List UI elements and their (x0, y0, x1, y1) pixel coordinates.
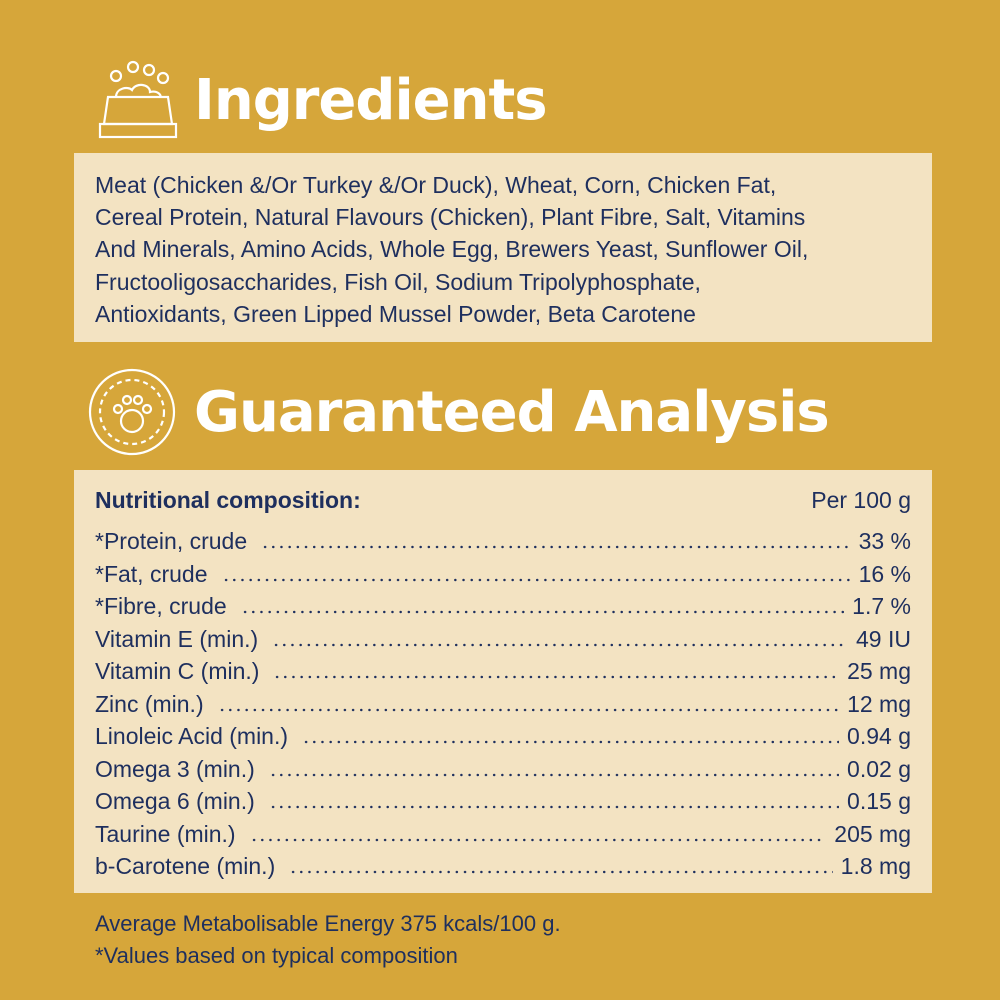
typical-values-note: *Values based on typical composition (95, 943, 458, 968)
analysis-panel: Nutritional composition: Per 100 g *Prot… (74, 470, 932, 893)
nutrient-label: b-Carotene (min.) (95, 853, 276, 879)
nutrient-row: Taurine (min.) 205 mg (95, 818, 911, 850)
ingredients-text-line: Meat (Chicken &/Or Turkey &/Or Duck), Wh… (95, 172, 777, 198)
nutrient-label: *Protein, crude (95, 528, 248, 554)
analysis-header-row: Nutritional composition: Per 100 g (95, 484, 911, 516)
nutrient-row: *Protein, crude 33 % (95, 525, 911, 557)
nutrient-row: Omega 6 (min.) 0.15 g (95, 785, 911, 817)
ingredients-panel: Meat (Chicken &/Or Turkey &/Or Duck), Wh… (74, 153, 932, 342)
dot-leader (272, 642, 849, 647)
ingredients-title: Ingredients (194, 67, 548, 133)
nutrient-label: *Fat, crude (95, 560, 208, 587)
nutrient-value: 25 mg (847, 658, 911, 684)
nutrient-label: *Fibre, crude (95, 593, 227, 619)
analysis-title: Guaranteed Analysis (194, 379, 830, 445)
nutrient-row: Linoleic Acid (min.) 0.94 g (95, 720, 911, 752)
nutrient-row: Omega 3 (min.) 0.02 g (95, 753, 911, 785)
nutrient-label: Vitamin C (min.) (95, 658, 260, 684)
dot-leader (268, 772, 840, 777)
nutrient-label: Omega 3 (min.) (95, 755, 255, 782)
nutrient-value: 33 % (858, 528, 911, 554)
nutrient-value: 1.7 % (852, 593, 911, 619)
dot-leader (221, 577, 851, 582)
dot-leader (240, 610, 845, 614)
dot-leader (268, 805, 840, 809)
nutrient-value: 16 % (858, 560, 911, 587)
dot-leader (302, 740, 840, 744)
nutrient-row: Zinc (min.) 12 mg (95, 688, 911, 720)
nutrient-label: Omega 6 (min.) (95, 788, 255, 814)
nutrient-label: Zinc (min.) (95, 690, 204, 717)
composition-label: Nutritional composition: (95, 487, 361, 513)
nutrient-value: 0.94 g (847, 723, 911, 749)
nutrient-row: *Fat, crude 16 % (95, 558, 911, 590)
ingredients-text-line: Cereal Protein, Natural Flavours (Chicke… (95, 204, 806, 230)
dot-leader (273, 675, 840, 679)
nutrient-value: 12 mg (847, 690, 911, 717)
ingredients-heading: Ingredients (88, 54, 548, 146)
paw-badge-icon (88, 368, 176, 456)
nutrient-value: 49 IU (856, 625, 911, 652)
dot-leader (249, 837, 827, 842)
ingredients-text-line: And Minerals, Amino Acids, Whole Egg, Br… (95, 236, 809, 262)
nutrient-value: 0.15 g (847, 788, 911, 814)
nutrient-row: Vitamin C (min.) 25 mg (95, 655, 911, 687)
ingredients-text-line: Fructooligosaccharides, Fish Oil, Sodium… (95, 269, 701, 295)
analysis-heading: Guaranteed Analysis (88, 366, 830, 458)
food-bowl-icon (98, 60, 178, 139)
nutrient-value: 0.02 g (847, 755, 911, 782)
dot-leader (261, 545, 851, 549)
ingredients-text-line: Antioxidants, Green Lipped Mussel Powder… (95, 301, 696, 327)
nutrient-label: Vitamin E (min.) (95, 625, 259, 652)
nutrient-row: b-Carotene (min.) 1.8 mg (95, 850, 911, 882)
energy-note: Average Metabolisable Energy 375 kcals/1… (95, 911, 561, 936)
dot-leader (289, 870, 833, 874)
nutrient-label: Taurine (min.) (95, 820, 236, 847)
dot-leader (217, 707, 840, 712)
nutrient-row: Vitamin E (min.) 49 IU (95, 623, 911, 655)
per-unit-label: Per 100 g (811, 487, 911, 513)
nutrient-value: 1.8 mg (840, 853, 911, 879)
nutrient-label: Linoleic Acid (min.) (95, 723, 289, 749)
nutrient-row: *Fibre, crude 1.7 % (95, 590, 911, 622)
nutrient-value: 205 mg (834, 820, 911, 847)
